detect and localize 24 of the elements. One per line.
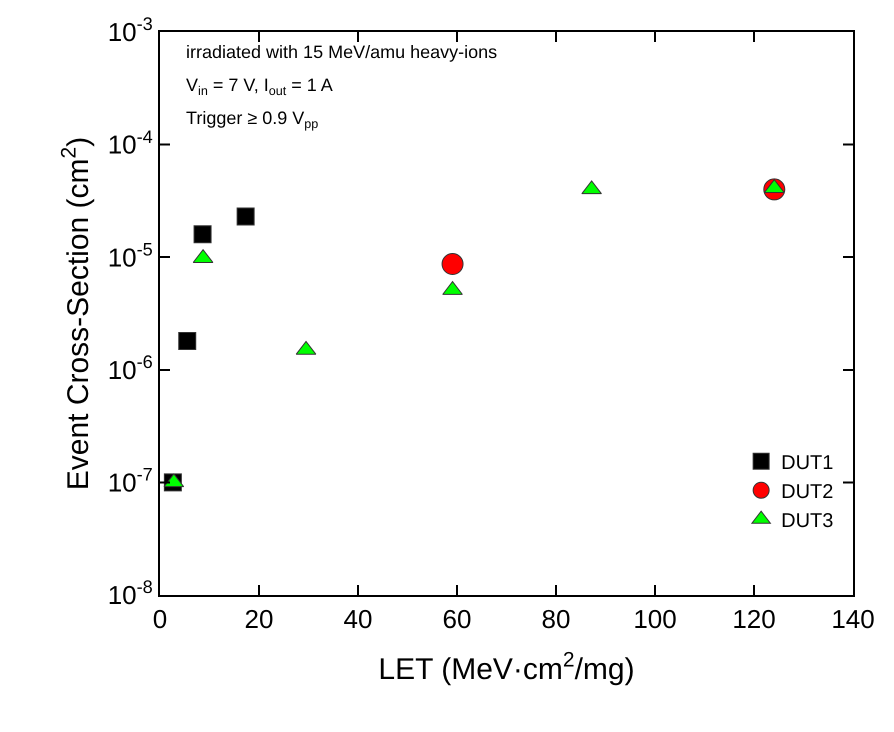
y-tick-label: 10$^{-3}$: [108, 14, 153, 48]
y-tick-label: 10$^{-4}$: [108, 126, 153, 160]
y-tick-label: 10$^{-6}$: [108, 352, 153, 385]
x-tick-label: 100: [633, 604, 677, 634]
x-tick-label: 120: [732, 604, 776, 634]
x-tick-label: 80: [542, 604, 570, 634]
annotation: V$_{in}$ = 7 V, I$_{out}$ = 1 A: [186, 75, 333, 98]
x-tick-label: 140: [831, 604, 875, 634]
x-tick-label: 60: [442, 604, 472, 634]
x-tick-label: 20: [244, 604, 274, 634]
point: [442, 253, 464, 275]
x-tick-label: 0: [152, 604, 168, 634]
annotation: Trigger ≥ 0.9 V$_{pp}$: [186, 108, 318, 131]
legend-label: DUT1: [781, 452, 834, 474]
x-tick-label: 40: [344, 604, 372, 634]
annotation: irradiated with 15 MeV/amu heavy-ions: [186, 42, 498, 62]
y-tick-label: 10$^{-7}$: [108, 464, 153, 498]
legend-label: DUT2: [781, 481, 834, 503]
y-tick-label: 10$^{-8}$: [108, 577, 153, 610]
legend-label: DUT3: [781, 510, 834, 532]
point: [236, 207, 255, 226]
point: [194, 225, 212, 244]
x-axis-title: LET (MeV·cm$^{2}$/mg): [378, 648, 635, 686]
y-tick-label: 10$^{-5}$: [108, 239, 153, 272]
